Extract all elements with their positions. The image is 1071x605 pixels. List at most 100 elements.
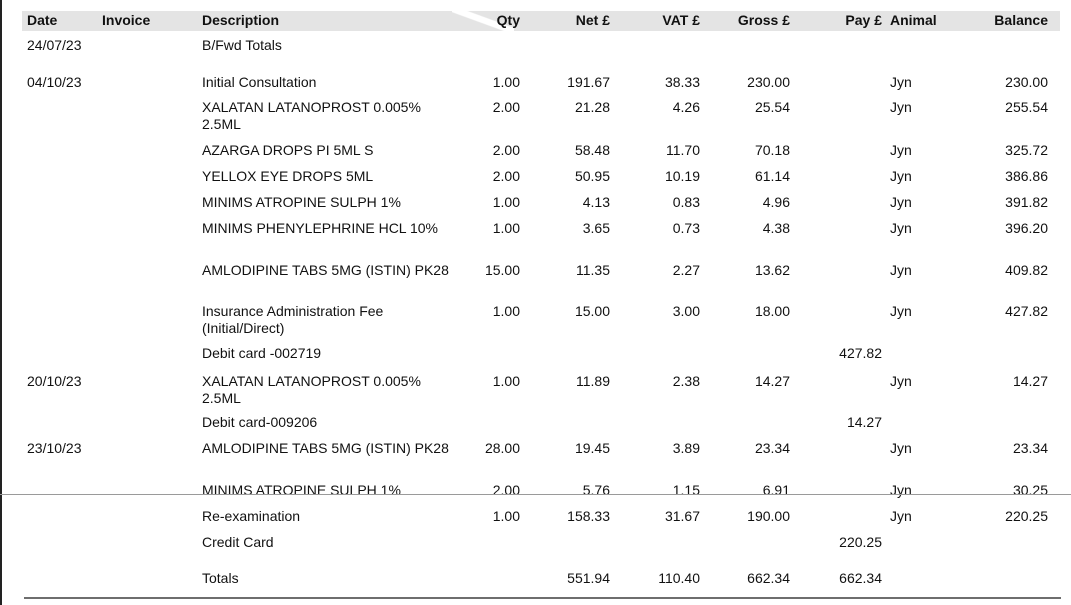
col-header-invoice: Invoice <box>102 12 151 28</box>
cell-animal: Jyn <box>890 440 912 456</box>
cell-gross: 61.14 <box>754 168 790 184</box>
cell-animal: Jyn <box>890 142 912 158</box>
cell-qty: 1.00 <box>492 303 520 319</box>
cell-net: 58.48 <box>574 142 610 158</box>
cell-net: 19.45 <box>574 440 610 456</box>
cell-description: XALATAN LATANOPROST 0.005% 2.5ML <box>202 373 421 406</box>
cell-net: 21.28 <box>574 99 610 115</box>
cell-vat: 4.26 <box>672 99 700 115</box>
col-header-pay: Pay £ <box>845 12 882 28</box>
cell-balance: 386.86 <box>1005 168 1048 184</box>
cell-pay: 220.25 <box>839 534 882 550</box>
cell-vat: 3.89 <box>672 440 700 456</box>
cell-qty: 1.00 <box>492 508 520 524</box>
cell-animal: Jyn <box>890 99 912 115</box>
page-left-edge <box>0 0 2 605</box>
cell-date: 24/07/23 <box>27 37 82 53</box>
cell-description: Totals <box>202 570 239 586</box>
cell-balance: 427.82 <box>1005 303 1048 319</box>
cell-gross: 14.27 <box>754 373 790 389</box>
cell-vat: 2.27 <box>672 262 700 278</box>
cell-gross: 25.54 <box>754 99 790 115</box>
cell-qty: 1.00 <box>492 373 520 389</box>
cell-description: MINIMS ATROPINE SULPH 1% <box>202 482 401 498</box>
cell-qty: 1.00 <box>492 220 520 236</box>
cell-vat: 0.73 <box>672 220 700 236</box>
col-header-date: Date <box>27 12 58 28</box>
cell-gross: 70.18 <box>754 142 790 158</box>
cell-qty: 2.00 <box>492 142 520 158</box>
cell-date: 20/10/23 <box>27 373 82 389</box>
cell-balance: 396.20 <box>1005 220 1048 236</box>
cell-net: 191.67 <box>567 74 610 90</box>
cell-description: YELLOX EYE DROPS 5ML <box>202 168 374 184</box>
cell-description: Debit card-009206 <box>202 414 318 430</box>
cell-balance: 230.00 <box>1005 74 1048 90</box>
cell-description: AMLODIPINE TABS 5MG (ISTIN) PK28 <box>202 262 449 278</box>
cell-animal: Jyn <box>890 194 912 210</box>
col-header-vat: VAT £ <box>662 12 700 28</box>
cell-description: Re-examination <box>202 508 301 524</box>
col-header-qty: Qty <box>496 12 520 28</box>
cell-balance: 409.82 <box>1005 262 1048 278</box>
cell-net: 15.00 <box>574 303 610 319</box>
cell-vat: 2.38 <box>672 373 700 389</box>
cell-description: AZARGA DROPS PI 5ML S <box>202 142 374 158</box>
cell-vat: 1.15 <box>672 482 700 498</box>
cell-balance: 391.82 <box>1005 194 1048 210</box>
cell-balance: 23.34 <box>1012 440 1048 456</box>
page-fold-line <box>0 494 1071 495</box>
cell-balance: 220.25 <box>1005 508 1048 524</box>
col-header-balance: Balance <box>994 12 1048 28</box>
header-fold-mark <box>452 8 514 34</box>
cell-animal: Jyn <box>890 482 912 498</box>
cell-description: Insurance Administration Fee (Initial/Di… <box>202 303 384 336</box>
cell-description: Debit card -002719 <box>202 345 322 361</box>
cell-net: 3.65 <box>582 220 610 236</box>
table-header-band <box>22 11 1060 31</box>
cell-pay: 662.34 <box>839 570 882 586</box>
cell-vat: 11.70 <box>666 142 700 158</box>
cell-balance: 255.54 <box>1005 99 1048 115</box>
cell-net: 11.89 <box>576 373 610 389</box>
cell-qty: 2.00 <box>492 99 520 115</box>
cell-date: 04/10/23 <box>27 74 82 90</box>
cell-animal: Jyn <box>890 168 912 184</box>
cell-animal: Jyn <box>890 74 912 90</box>
cell-qty: 1.00 <box>492 194 520 210</box>
cell-vat: 3.00 <box>672 303 700 319</box>
cell-vat: 110.40 <box>658 570 700 586</box>
cell-net: 11.35 <box>576 262 610 278</box>
cell-description: AMLODIPINE TABS 5MG (ISTIN) PK28 <box>202 440 449 456</box>
cell-net: 5.76 <box>582 482 610 498</box>
cell-description: Credit Card <box>202 534 274 550</box>
cell-gross: 6.91 <box>762 482 790 498</box>
cell-balance: 30.25 <box>1012 482 1048 498</box>
cell-pay: 427.82 <box>839 345 882 361</box>
cell-gross: 190.00 <box>747 508 790 524</box>
cell-animal: Jyn <box>890 262 912 278</box>
cell-qty: 2.00 <box>492 168 520 184</box>
cell-vat: 38.33 <box>664 74 700 90</box>
cell-description: XALATAN LATANOPROST 0.005% 2.5ML <box>202 99 421 132</box>
cell-net: 4.13 <box>582 194 610 210</box>
cell-vat: 0.83 <box>672 194 700 210</box>
cell-qty: 2.00 <box>492 482 520 498</box>
cell-net: 50.95 <box>574 168 610 184</box>
cell-description: B/Fwd Totals <box>202 37 282 53</box>
col-header-gross: Gross £ <box>737 12 790 28</box>
cell-net: 158.33 <box>567 508 610 524</box>
cell-animal: Jyn <box>890 220 912 236</box>
cell-net: 551.94 <box>567 570 610 586</box>
cell-gross: 4.96 <box>762 194 790 210</box>
cell-animal: Jyn <box>890 303 912 319</box>
cell-gross: 23.34 <box>754 440 790 456</box>
cell-gross: 230.00 <box>747 74 790 90</box>
cell-animal: Jyn <box>890 508 912 524</box>
cell-pay: 14.27 <box>846 414 882 430</box>
cell-date: 23/10/23 <box>27 440 82 456</box>
cell-description: Initial Consultation <box>202 74 317 90</box>
cell-animal: Jyn <box>890 373 912 389</box>
cell-vat: 10.19 <box>664 168 700 184</box>
